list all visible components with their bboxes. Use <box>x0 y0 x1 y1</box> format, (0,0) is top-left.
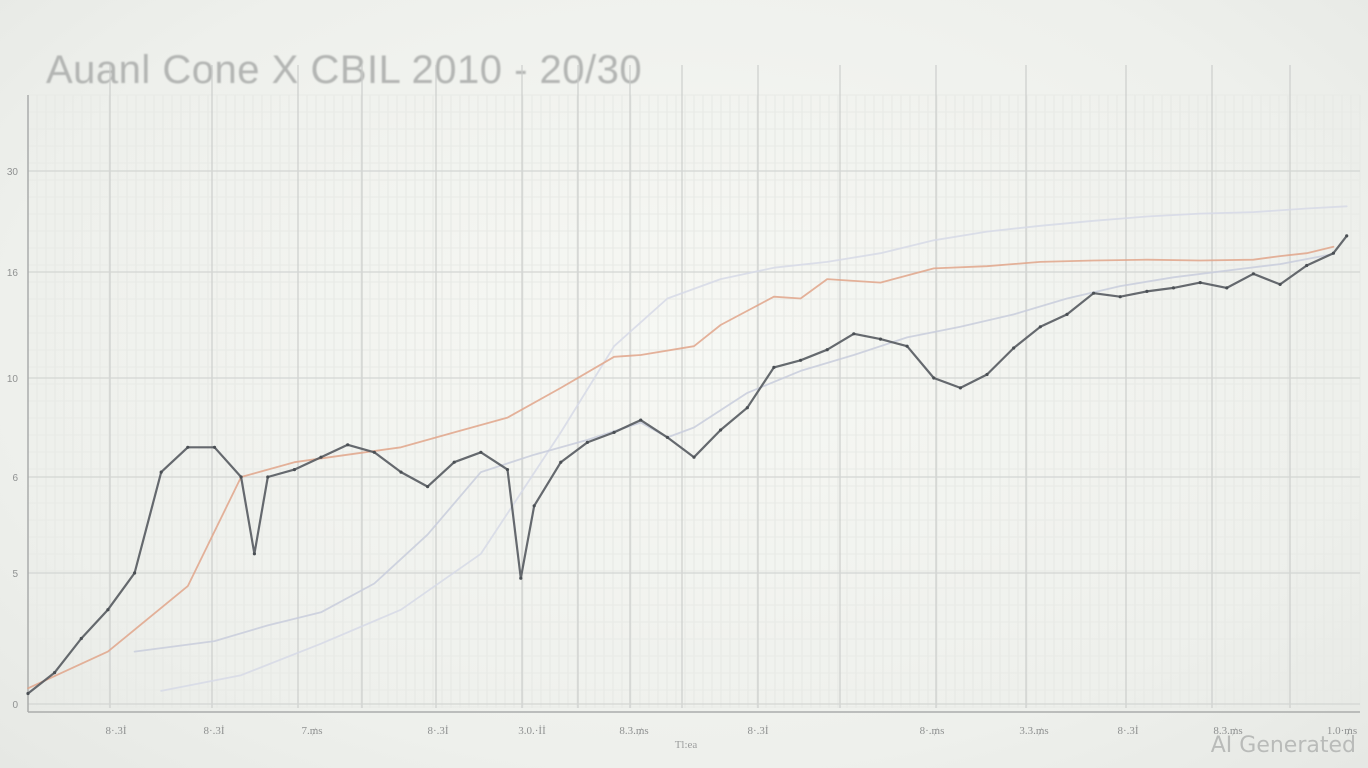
data-point <box>719 428 723 432</box>
data-point <box>878 337 883 341</box>
data-point <box>1278 282 1282 286</box>
x-tick-label: 8.3.₥s <box>619 725 648 737</box>
data-point <box>372 450 376 454</box>
data-point <box>1092 291 1096 295</box>
y-tick-labels: 0 5 6 10 16 30 <box>7 167 19 711</box>
data-point <box>985 372 989 377</box>
data-point <box>1038 325 1042 329</box>
data-point <box>252 552 256 556</box>
x-tick-label: 3.0.·İİ <box>518 725 546 737</box>
x-tick-label: 8·.3İ <box>203 725 224 737</box>
data-point <box>958 386 963 390</box>
data-point <box>1118 295 1122 299</box>
data-point <box>532 504 536 508</box>
x-axis-label: Tl:ea <box>675 739 698 751</box>
data-point <box>799 358 803 362</box>
data-point <box>745 406 749 410</box>
data-point <box>519 576 523 580</box>
data-point <box>772 365 776 369</box>
data-point <box>825 348 829 352</box>
x-tick-label: 8·.3İ <box>747 725 768 737</box>
data-point <box>505 468 510 472</box>
data-point <box>1331 251 1335 255</box>
x-tick-label: 3.3.₥s <box>1019 725 1048 737</box>
data-point <box>692 455 696 459</box>
x-tick-labels: 8·.3İ 8·.3İ 7.₥s 8·.3İ 3.0.·İİ 8.3.₥s 8·.3İ 8·.… <box>105 725 1357 737</box>
x-tick-label: 8·.₥s <box>920 725 945 737</box>
y-tick-label: 10 <box>7 374 19 385</box>
data-point <box>1345 234 1349 238</box>
chart-title: Auanl Cone X CBIL 2010 - 20/30 <box>46 48 643 92</box>
data-point <box>932 376 936 380</box>
x-tick-label: 7.₥s <box>301 725 322 737</box>
y-tick-label: 5 <box>12 569 18 580</box>
data-point <box>639 418 643 422</box>
data-point <box>426 485 430 489</box>
data-point <box>239 475 243 479</box>
series-layer <box>26 205 1349 696</box>
x-tick-label: 8·.3İ <box>105 725 126 737</box>
y-tick-label: 6 <box>12 473 18 484</box>
data-point <box>399 470 403 474</box>
series-line <box>160 205 1348 692</box>
data-point <box>1145 289 1149 293</box>
data-point <box>133 571 137 575</box>
data-point <box>292 468 296 472</box>
data-point <box>159 470 163 474</box>
data-point <box>1198 281 1202 285</box>
watermark-text: AI Generated <box>1210 733 1356 758</box>
data-point <box>585 440 590 444</box>
data-point <box>1065 312 1069 316</box>
data-point <box>266 475 270 479</box>
data-point <box>1012 346 1016 350</box>
data-point <box>479 450 483 454</box>
data-point <box>852 332 856 336</box>
data-point <box>665 435 670 439</box>
minor-grid <box>27 94 1361 708</box>
major-grid <box>28 65 1360 708</box>
x-tick-label: 8·.3İ <box>427 725 448 737</box>
axes <box>27 95 1360 713</box>
data-point <box>26 691 30 696</box>
data-point <box>53 671 57 675</box>
data-point <box>1225 286 1229 290</box>
data-point <box>905 344 909 348</box>
y-tick-label: 0 <box>12 700 18 711</box>
data-point <box>612 430 616 434</box>
series-line <box>133 253 1335 653</box>
data-point <box>212 445 217 449</box>
x-tick-label: 1.0·₥s <box>1327 725 1357 737</box>
y-tick-label: 16 <box>7 268 19 279</box>
data-point <box>559 460 563 464</box>
data-point <box>319 455 323 459</box>
data-point <box>346 443 350 447</box>
y-tick-label: 30 <box>7 167 19 178</box>
data-point <box>106 608 110 612</box>
data-point <box>186 445 190 449</box>
data-point <box>1171 286 1176 290</box>
x-tick-label: 8.3.₥s <box>1213 725 1242 737</box>
data-point <box>452 460 456 464</box>
x-tick-label: 8·.3İ <box>1117 725 1138 737</box>
data-point <box>1251 272 1255 276</box>
data-point <box>79 636 83 641</box>
data-point <box>1305 263 1309 268</box>
